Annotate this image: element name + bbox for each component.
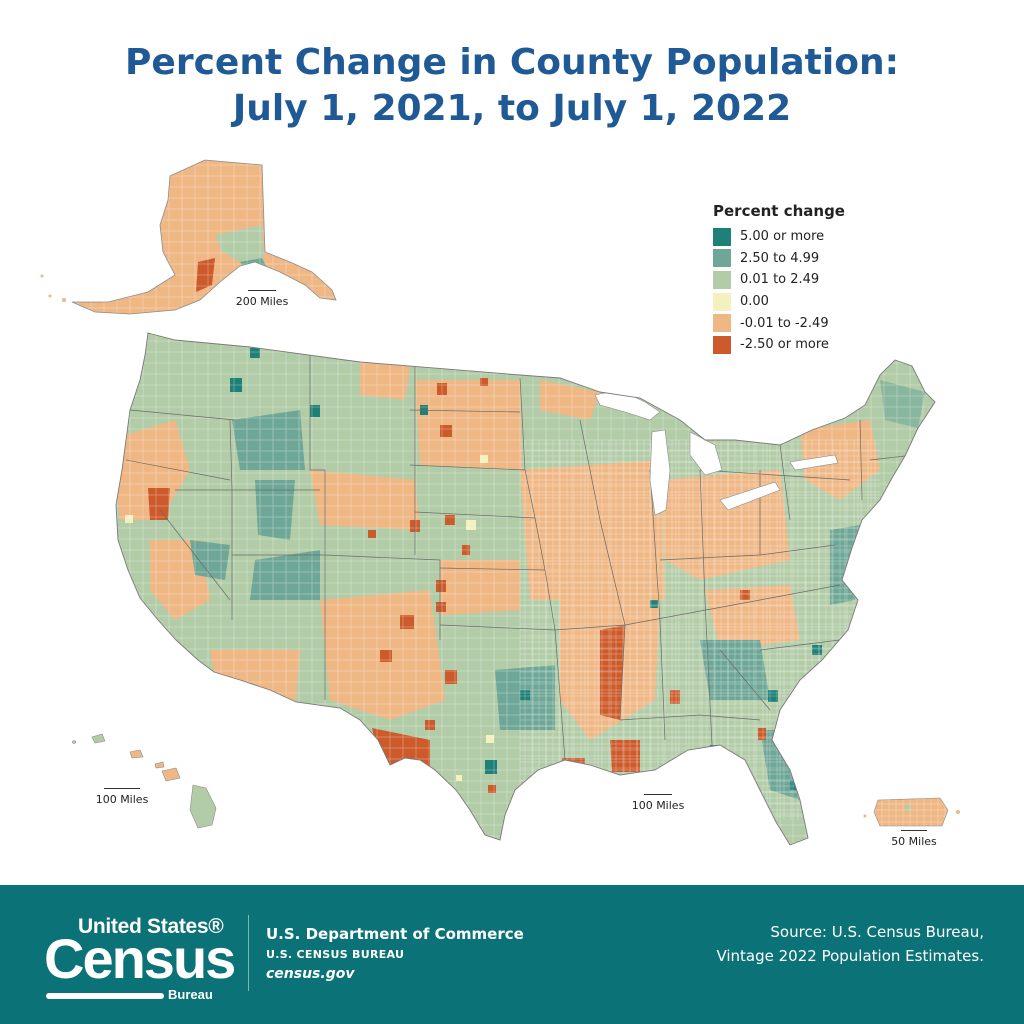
legend-swatch [713, 292, 731, 311]
legend-items: 5.00 or more 2.50 to 4.99 0.01 to 2.49 0… [713, 226, 913, 356]
source-line-1: Source: U.S. Census Bureau, [770, 923, 984, 941]
scale-label-puerto-rico: 50 Miles [891, 835, 937, 848]
legend-title: Percent change [713, 202, 845, 220]
contiguous-us [115, 332, 936, 846]
census-bureau-logo[interactable]: United States® Census Bureau [44, 915, 236, 1005]
legend-item: 2.50 to 4.99 [713, 248, 913, 270]
footer: United States® Census Bureau U.S. Depart… [0, 885, 1024, 1024]
department-block: U.S. Department of Commerce U.S. CENSUS … [266, 925, 524, 982]
scale-label-conus: 100 Miles [631, 799, 685, 812]
scale-bar-puerto-rico: 50 Miles [886, 830, 942, 848]
legend-label: -2.50 or more [740, 337, 829, 353]
legend-item: -0.01 to -2.49 [713, 312, 913, 334]
page-title: Percent Change in County Population: Jul… [0, 40, 1024, 132]
logo-swoosh [46, 993, 164, 999]
legend-item: 0.01 to 2.49 [713, 269, 913, 291]
title-line-2: July 1, 2021, to July 1, 2022 [232, 88, 792, 129]
scale-bar-alaska: 200 Miles [230, 290, 294, 308]
logo-census: Census [44, 927, 236, 990]
legend-label: 0.00 [740, 294, 769, 310]
legend-item: 0.00 [713, 291, 913, 313]
title-line-1: Percent Change in County Population: [125, 42, 899, 83]
scale-bar-hawaii: 100 Miles [90, 788, 154, 806]
source-note: Source: U.S. Census Bureau, Vintage 2022… [716, 920, 984, 968]
logo-united-states: United States® [78, 915, 224, 938]
alaska [40, 159, 337, 315]
footer-divider [248, 915, 249, 991]
legend-swatch [713, 270, 731, 289]
hawaii [72, 733, 217, 829]
department-name: U.S. Department of Commerce [266, 925, 524, 943]
map-legend: Percent change 5.00 or more 2.50 to 4.99… [713, 202, 913, 356]
legend-label: 0.01 to 2.49 [740, 272, 820, 288]
legend-item: 5.00 or more [713, 226, 913, 248]
bureau-name: U.S. CENSUS BUREAU [266, 948, 405, 961]
scale-label-alaska: 200 Miles [235, 295, 289, 308]
map-svg [40, 159, 960, 846]
county-map: 200 Miles 100 Miles 100 Miles 50 Miles [0, 140, 1024, 885]
scale-label-hawaii: 100 Miles [95, 793, 149, 806]
scale-bar-conus: 100 Miles [626, 794, 690, 812]
puerto-rico [863, 797, 960, 827]
legend-label: -0.01 to -2.49 [740, 315, 829, 331]
logo-bureau: Bureau [168, 987, 213, 1002]
legend-swatch [713, 314, 731, 333]
legend-swatch [713, 335, 731, 354]
legend-swatch [713, 227, 731, 246]
website-link[interactable]: census.gov [266, 966, 355, 982]
legend-label: 5.00 or more [740, 229, 825, 245]
source-line-2: Vintage 2022 Population Estimates. [716, 947, 984, 965]
legend-item: -2.50 or more [713, 334, 913, 356]
legend-swatch [713, 249, 731, 268]
legend-label: 2.50 to 4.99 [740, 250, 820, 266]
